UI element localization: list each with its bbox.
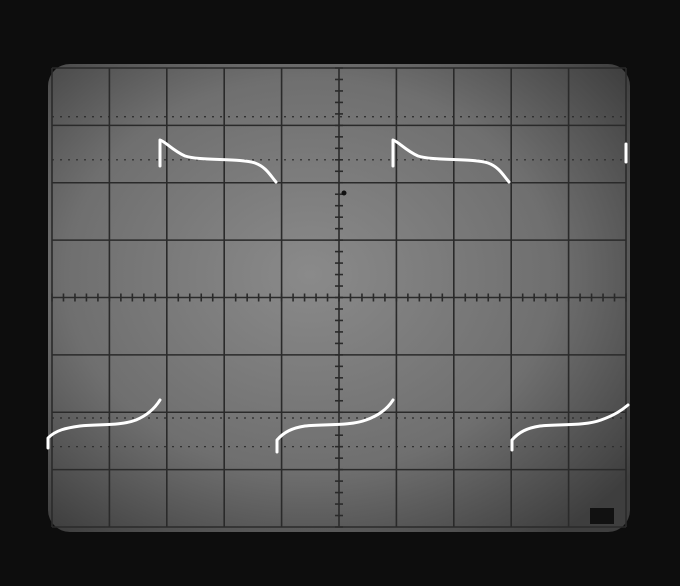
screen-spot [341, 190, 347, 196]
waveform [46, 138, 630, 454]
trace-bottom [510, 403, 630, 452]
trace-top [158, 138, 278, 184]
trace-bottom [275, 398, 395, 454]
corner-mark [590, 508, 614, 524]
trace-top [391, 138, 511, 184]
trace-bottom [46, 398, 162, 450]
